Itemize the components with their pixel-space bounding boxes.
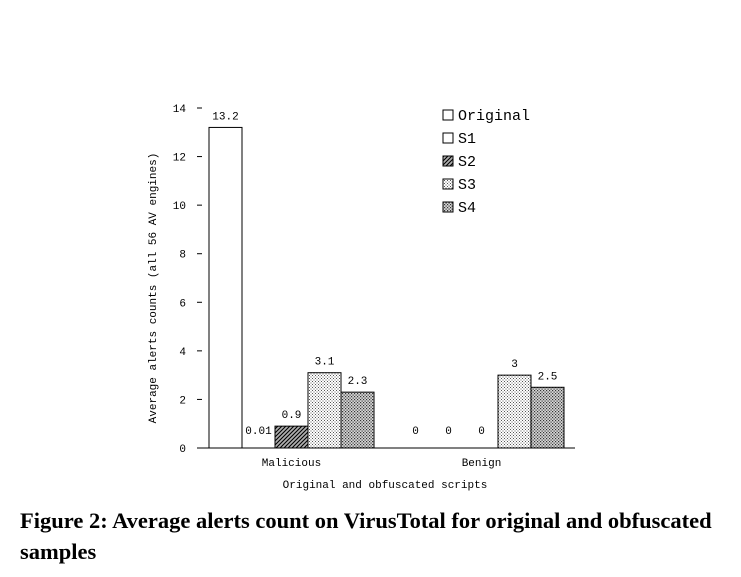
data-label: 3: [511, 359, 518, 371]
figure-caption: Figure 2: Average alerts count on VirusT…: [20, 508, 712, 564]
data-label: 0.9: [282, 410, 302, 422]
x-tick-label: Malicious: [262, 458, 321, 470]
bar-malicious-s2: [274, 425, 309, 449]
y-axis: 0 2 4 6 8 10 12 14: [173, 104, 202, 456]
data-label: 0.01: [245, 426, 272, 438]
data-labels: 13.2 0.01 0.9 3.1 2.3 Malicious 0 0 0 3 2.5 Benign: [212, 111, 557, 470]
data-label: 2.5: [538, 371, 558, 383]
y-tick-label: 10: [173, 201, 186, 213]
bar-malicious-original: [208, 126, 243, 449]
legend-label-original: Original: [458, 108, 530, 125]
data-label: 13.2: [212, 111, 238, 123]
legend-label-s1: S1: [458, 131, 476, 148]
legend-swatch-s1: [442, 132, 454, 144]
data-label: 3.1: [315, 357, 335, 369]
legend-label-s2: S2: [458, 154, 476, 171]
y-tick-label: 8: [179, 250, 186, 262]
x-axis-label: Original and obfuscated scripts: [283, 480, 488, 492]
y-tick-label: 12: [173, 153, 186, 165]
y-tick-label: 0: [179, 444, 186, 456]
bar-malicious-s3: [307, 372, 342, 449]
legend-label-s3: S3: [458, 177, 476, 194]
y-axis-label: Average alerts counts (all 56 AV engines…: [148, 153, 160, 424]
y-tick-label: 4: [179, 347, 186, 359]
legend-swatch-s2: [442, 155, 454, 167]
legend-label-s4: S4: [458, 200, 476, 217]
x-tick-label: Benign: [462, 458, 502, 470]
y-tick-label: 14: [173, 104, 187, 116]
legend-swatch-s3: [442, 178, 454, 190]
y-tick-label: 6: [179, 298, 186, 310]
legend-swatch-original: [442, 109, 454, 121]
data-label: 0: [445, 426, 452, 438]
y-tick-label: 2: [179, 395, 186, 407]
bar-benign-s3: [497, 374, 532, 449]
data-label: 0: [478, 426, 485, 438]
bars: [208, 126, 565, 449]
data-label: 2.3: [348, 376, 368, 388]
data-label: 0: [412, 426, 419, 438]
bar-malicious-s4: [340, 391, 375, 449]
bar-benign-s4: [530, 386, 565, 449]
legend-swatch-s4: [442, 201, 454, 213]
legend: Original S1 S2 S3 S4: [442, 108, 530, 217]
